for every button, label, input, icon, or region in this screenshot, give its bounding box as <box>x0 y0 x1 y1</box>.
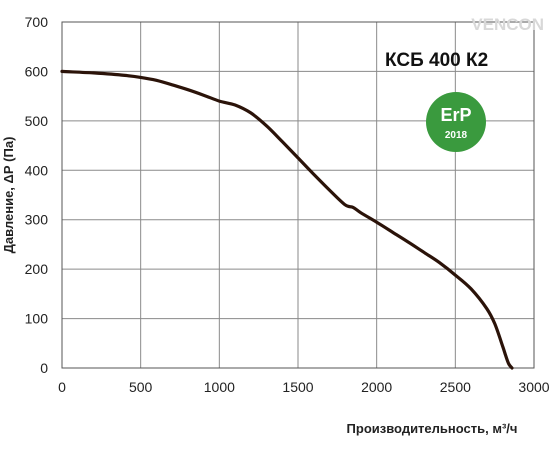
data-point <box>61 70 63 73</box>
data-point <box>187 88 189 91</box>
erp-badge-year: 2018 <box>445 130 468 141</box>
x-tick-label: 500 <box>129 379 153 395</box>
data-point <box>511 367 513 369</box>
data-point <box>344 204 347 206</box>
x-tick-labels: 0 500 1000 1500 2000 2500 3000 <box>58 379 550 395</box>
y-tick-label: 100 <box>25 311 49 327</box>
data-point <box>234 104 236 106</box>
data-point <box>407 241 409 243</box>
y-tick-label: 200 <box>25 261 49 277</box>
data-point <box>139 76 142 79</box>
y-tick-label: 400 <box>25 162 49 178</box>
data-point <box>281 140 284 143</box>
x-tick-label: 1000 <box>204 379 235 395</box>
x-tick-label: 0 <box>58 379 66 395</box>
erp-badge-label: ErP <box>440 105 471 125</box>
data-point <box>250 112 252 114</box>
pressure-curve <box>60 69 514 370</box>
plot-frame <box>61 21 535 369</box>
data-points <box>61 70 513 369</box>
data-point <box>470 288 472 290</box>
erp-badge: ErP 2018 <box>426 92 486 152</box>
data-point <box>375 221 378 223</box>
brand-watermark: VENCON <box>471 15 544 34</box>
data-point <box>155 79 158 82</box>
y-axis-title: Давление, ΔР (Па) <box>1 137 16 254</box>
data-point <box>486 307 488 310</box>
data-point <box>202 94 205 96</box>
y-tick-labels: 0 100 200 300 400 500 600 700 <box>25 14 49 376</box>
data-point <box>312 173 315 176</box>
data-point <box>218 100 221 102</box>
data-point <box>493 322 496 325</box>
x-tick-label: 2000 <box>361 379 392 395</box>
data-point <box>454 274 457 276</box>
y-tick-label: 0 <box>40 360 48 376</box>
data-point <box>423 251 425 254</box>
x-axis-title: Производительность, м³/ч <box>347 421 518 436</box>
data-point <box>352 206 354 209</box>
x-tick-label: 3000 <box>518 379 549 395</box>
data-point <box>124 74 126 77</box>
y-tick-label: 600 <box>25 63 49 79</box>
data-point <box>501 344 504 347</box>
erp-badge-circle <box>426 92 486 152</box>
y-tick-label: 500 <box>25 113 49 129</box>
data-point <box>171 83 173 86</box>
grid <box>61 21 535 369</box>
data-point <box>328 189 331 191</box>
data-point <box>265 125 268 127</box>
data-point <box>297 157 299 159</box>
model-title: КСБ 400 К2 <box>385 50 488 71</box>
x-tick-label: 1500 <box>282 379 313 395</box>
data-point <box>360 211 362 214</box>
data-point <box>92 72 95 74</box>
data-point <box>508 363 510 365</box>
y-tick-label: 700 <box>25 14 49 30</box>
x-tick-label: 2500 <box>440 379 471 395</box>
data-point <box>391 231 394 233</box>
data-point <box>438 261 441 264</box>
y-tick-label: 300 <box>25 212 49 228</box>
data-point <box>504 354 507 357</box>
